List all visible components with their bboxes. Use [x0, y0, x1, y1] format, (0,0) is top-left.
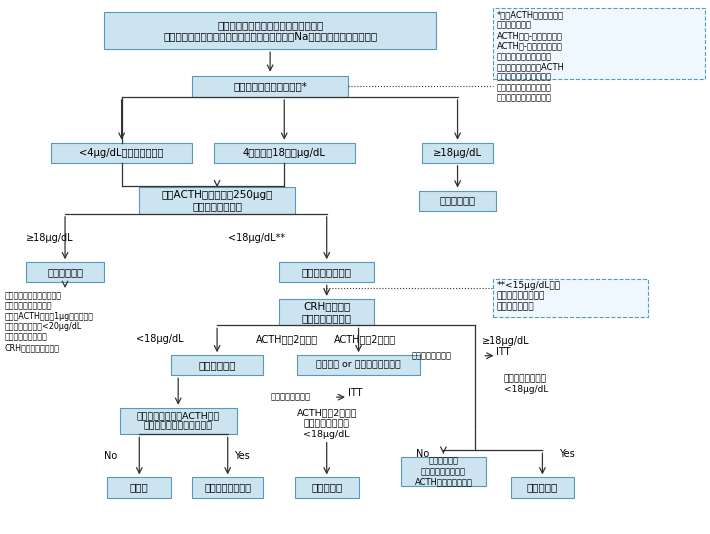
FancyBboxPatch shape	[419, 191, 496, 211]
Text: ITT: ITT	[496, 347, 511, 357]
FancyBboxPatch shape	[192, 76, 348, 97]
Text: 副腎不全症（疑）: 副腎不全症（疑）	[302, 268, 351, 277]
Text: 視床下部性（疑）: 視床下部性（疑）	[204, 482, 251, 492]
Text: 視床下部性: 視床下部性	[527, 482, 558, 492]
Text: CRH負荷試験
コルチゾール頂値: CRH負荷試験 コルチゾール頂値	[302, 301, 351, 323]
Text: <18μg/dL: <18μg/dL	[136, 334, 183, 344]
Text: 原発性: 原発性	[130, 482, 148, 492]
Text: 副腎機能正常: 副腎機能正常	[47, 268, 83, 277]
FancyBboxPatch shape	[214, 143, 355, 163]
Text: 下垂体性 or 視床下部性（疑）: 下垂体性 or 視床下部性（疑）	[316, 361, 401, 370]
Text: <4μg/dL（可能性高い）: <4μg/dL（可能性高い）	[80, 148, 164, 158]
Text: 副腎機能正常: 副腎機能正常	[439, 195, 476, 206]
FancyBboxPatch shape	[493, 279, 648, 317]
FancyBboxPatch shape	[107, 477, 171, 498]
Text: Yes: Yes	[234, 451, 250, 461]
FancyBboxPatch shape	[401, 457, 486, 486]
Text: No: No	[104, 451, 118, 461]
FancyBboxPatch shape	[493, 8, 705, 80]
Text: ACTH増加2倍以上: ACTH増加2倍以上	[256, 334, 318, 344]
Text: 症例によっては潜在性副腎
不全症の除外のため、
低容量ACTH負荷（1μg）を施行。
コルチゾール頂値<20μg/dL
であれば疑いあり。
CRH負荷試験に進む: 症例によっては潜在性副腎 不全症の除外のため、 低容量ACTH負荷（1μg）を施…	[5, 291, 94, 352]
Text: <18μg/dL**: <18μg/dL**	[228, 233, 285, 243]
Text: ITT: ITT	[348, 388, 362, 398]
FancyBboxPatch shape	[279, 262, 374, 282]
FancyBboxPatch shape	[297, 355, 420, 375]
FancyBboxPatch shape	[422, 143, 493, 163]
Text: **<15μg/dLでは
原発性副腎不全症の
可能性が高い。: **<15μg/dLでは 原発性副腎不全症の 可能性が高い。	[496, 281, 561, 311]
Text: ≥18μg/dL: ≥18μg/dL	[433, 148, 482, 158]
Text: 症例によって選択: 症例によって選択	[412, 351, 452, 360]
Text: 必要に応じて連続ACTH負荷
尿中遊離コルチゾール増加: 必要に応じて連続ACTH負荷 尿中遊離コルチゾール増加	[136, 411, 220, 431]
Text: *血中ACTH基礎値も同時
に参考にする。
ACTH正常-高値：原発性
ACTH低-正常：続発性の
可能性を想定しながら、
診断を進める。血中ACTH
高値を伴: *血中ACTH基礎値も同時 に参考にする。 ACTH正常-高値：原発性 ACTH…	[496, 11, 564, 103]
Text: ≥18μg/dL: ≥18μg/dL	[26, 233, 74, 243]
FancyBboxPatch shape	[192, 477, 263, 498]
Text: 下垂体性否定: 下垂体性否定	[198, 360, 236, 370]
Text: 迅速ACTH負荷試験（250μg）
コルチゾール頂値: 迅速ACTH負荷試験（250μg） コルチゾール頂値	[161, 190, 273, 211]
FancyBboxPatch shape	[120, 408, 236, 434]
FancyBboxPatch shape	[104, 12, 437, 49]
Text: ACTH増加2倍未満: ACTH増加2倍未満	[334, 334, 396, 344]
Text: 副腎機能正常
（症例によって迅速
ACTH負荷試験再検）: 副腎機能正常 （症例によって迅速 ACTH負荷試験再検）	[415, 457, 472, 486]
Text: ≥18μg/dL: ≥18μg/dL	[482, 336, 530, 347]
FancyBboxPatch shape	[171, 355, 263, 375]
FancyBboxPatch shape	[26, 262, 104, 282]
FancyBboxPatch shape	[510, 477, 574, 498]
Text: No: No	[415, 449, 429, 459]
FancyBboxPatch shape	[51, 143, 192, 163]
Text: 副腎不全症を疑う臨床症状・検査所見
（全身倦怠感、低血圧、体重減少、低血糖、低Na血症、好酸球増多など）: 副腎不全症を疑う臨床症状・検査所見 （全身倦怠感、低血圧、体重減少、低血糖、低N…	[163, 20, 377, 42]
FancyBboxPatch shape	[279, 299, 374, 325]
Text: 視床下部性: 視床下部性	[311, 482, 342, 492]
Text: 4以上かつ18未満μg/dL: 4以上かつ18未満μg/dL	[243, 148, 326, 158]
Text: Yes: Yes	[559, 449, 575, 459]
Text: 症例によって選択: 症例によって選択	[270, 392, 310, 402]
FancyBboxPatch shape	[295, 477, 359, 498]
FancyBboxPatch shape	[139, 187, 295, 214]
Text: 早朝コルチゾール基礎値*: 早朝コルチゾール基礎値*	[233, 81, 307, 91]
Text: コルチゾール頂値
<18μg/dL: コルチゾール頂値 <18μg/dL	[503, 374, 548, 394]
Text: ACTH増加2倍未満
コルチゾール頂値
<18μg/dL: ACTH増加2倍未満 コルチゾール頂値 <18μg/dL	[297, 409, 357, 438]
